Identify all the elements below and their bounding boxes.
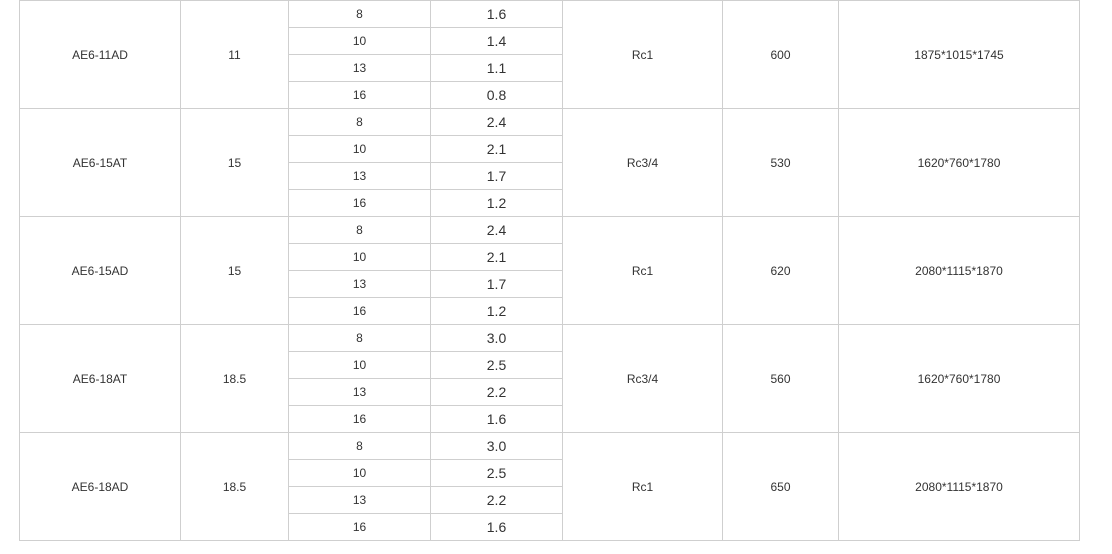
setting-cell: 13	[288, 54, 431, 82]
table-row: 16 1.6	[20, 405, 1080, 433]
weight-cell: 530	[722, 108, 839, 217]
table-row: 13 2.2	[20, 378, 1080, 406]
setting-cell: 16	[288, 297, 431, 325]
value-cell: 1.7	[430, 270, 563, 298]
value-cell: 2.1	[430, 243, 563, 271]
table-row: AE6-15AT 15 8 2.4 Rc3/4 530 1620*760*1780	[19, 108, 1080, 217]
setting-cell: 16	[288, 513, 431, 541]
spec-table: AE6-11AD 11 8 1.6 Rc1 600 1875*1015*1745 10 1.4 1…	[19, 0, 1080, 541]
dimensions-cell: 1620*760*1780	[838, 324, 1080, 433]
table-row: 10 1.4	[20, 27, 1080, 55]
setting-cell: 8	[288, 432, 431, 460]
value-cell: 1.6	[430, 405, 563, 433]
power-cell: 18.5	[180, 324, 289, 433]
setting-cell: 16	[288, 189, 431, 217]
setting-cell: 13	[288, 270, 431, 298]
port-cell: Rc1	[562, 0, 723, 109]
setting-cell: 10	[288, 351, 431, 379]
setting-cell: 13	[288, 486, 431, 514]
setting-cell: 10	[288, 459, 431, 487]
dimensions-cell: 1620*760*1780	[838, 108, 1080, 217]
dimensions-cell: 2080*1115*1870	[838, 216, 1080, 325]
model-cell: AE6-15AD	[19, 216, 181, 325]
setting-cell: 10	[288, 135, 431, 163]
power-cell: 11	[180, 0, 289, 109]
table-row: AE6-18AD 18.5 8 3.0 Rc1 650 2080*1115*1870	[19, 432, 1080, 541]
value-cell: 2.2	[430, 486, 563, 514]
weight-cell: 620	[722, 216, 839, 325]
setting-cell: 8	[288, 324, 431, 352]
table-row: 10 2.1	[20, 243, 1080, 271]
setting-cell: 8	[288, 108, 431, 136]
weight-cell: 560	[722, 324, 839, 433]
dimensions-cell: 1875*1015*1745	[838, 0, 1080, 109]
setting-cell: 10	[288, 243, 431, 271]
value-cell: 1.4	[430, 27, 563, 55]
table-row: AE6-18AT 18.5 8 3.0 Rc3/4 560 1620*760*1780	[19, 324, 1080, 433]
model-cell: AE6-18AT	[19, 324, 181, 433]
model-cell: AE6-15AT	[19, 108, 181, 217]
setting-cell: 8	[288, 0, 431, 28]
table-row: 13 2.2	[20, 486, 1080, 514]
port-cell: Rc3/4	[562, 108, 723, 217]
port-cell: Rc1	[562, 216, 723, 325]
value-cell: 1.6	[430, 513, 563, 541]
dimensions-cell: 2080*1115*1870	[838, 432, 1080, 541]
table-row: 16 1.6	[20, 513, 1080, 541]
table-row: 13 1.7	[20, 270, 1080, 298]
setting-cell: 8	[288, 216, 431, 244]
table-row: 16 1.2	[20, 189, 1080, 217]
value-cell: 2.4	[430, 216, 563, 244]
value-cell: 1.6	[430, 0, 563, 28]
value-cell: 1.2	[430, 189, 563, 217]
value-cell: 1.7	[430, 162, 563, 190]
table-row: 16 1.2	[20, 297, 1080, 325]
value-cell: 2.5	[430, 351, 563, 379]
value-cell: 2.1	[430, 135, 563, 163]
weight-cell: 600	[722, 0, 839, 109]
model-cell: AE6-11AD	[19, 0, 181, 109]
power-cell: 18.5	[180, 432, 289, 541]
port-cell: Rc1	[562, 432, 723, 541]
table-row: 10 2.1	[20, 135, 1080, 163]
table-row: AE6-11AD 11 8 1.6 Rc1 600 1875*1015*1745	[19, 0, 1080, 109]
setting-cell: 16	[288, 405, 431, 433]
setting-cell: 13	[288, 378, 431, 406]
value-cell: 3.0	[430, 432, 563, 460]
value-cell: 1.2	[430, 297, 563, 325]
setting-cell: 10	[288, 27, 431, 55]
value-cell: 2.2	[430, 378, 563, 406]
table-row: 16 0.8	[20, 81, 1080, 109]
value-cell: 0.8	[430, 81, 563, 109]
model-cell: AE6-18AD	[19, 432, 181, 541]
value-cell: 2.5	[430, 459, 563, 487]
table-row: AE6-15AD 15 8 2.4 Rc1 620 2080*1115*1870	[19, 216, 1080, 325]
setting-cell: 16	[288, 81, 431, 109]
port-cell: Rc3/4	[562, 324, 723, 433]
setting-cell: 13	[288, 162, 431, 190]
value-cell: 3.0	[430, 324, 563, 352]
power-cell: 15	[180, 108, 289, 217]
table-row: 13 1.7	[20, 162, 1080, 190]
value-cell: 1.1	[430, 54, 563, 82]
table-row: 10 2.5	[20, 459, 1080, 487]
power-cell: 15	[180, 216, 289, 325]
value-cell: 2.4	[430, 108, 563, 136]
weight-cell: 650	[722, 432, 839, 541]
